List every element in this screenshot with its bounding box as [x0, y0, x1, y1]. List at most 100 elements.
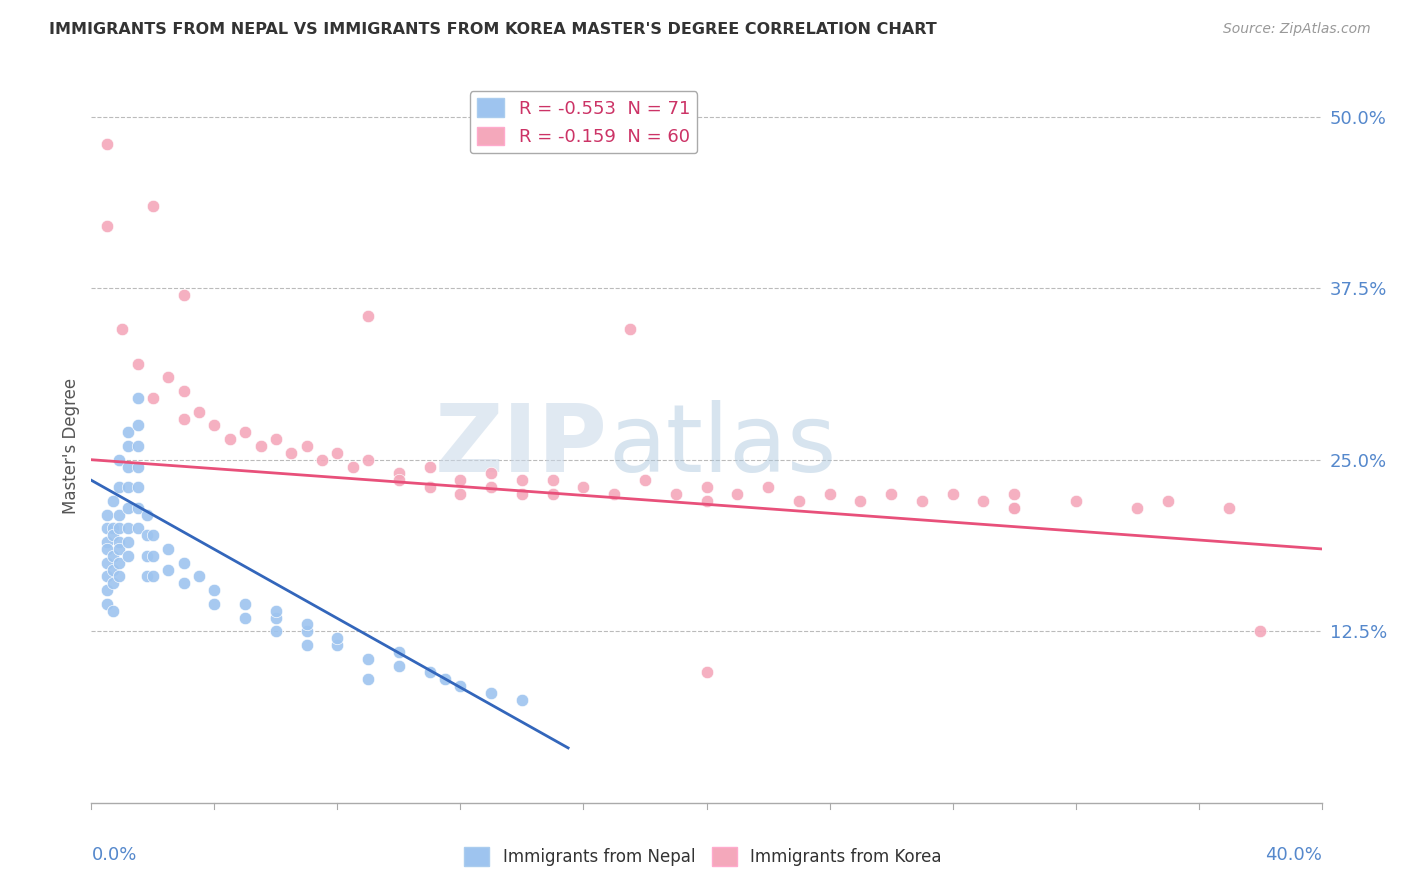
- Point: [634, 473, 657, 487]
- Text: ZIP: ZIP: [436, 400, 607, 492]
- Point: [326, 638, 349, 652]
- Point: [295, 638, 318, 652]
- Point: [1002, 487, 1025, 501]
- Point: [311, 452, 333, 467]
- Legend: R = -0.553  N = 71, R = -0.159  N = 60: R = -0.553 N = 71, R = -0.159 N = 60: [470, 91, 697, 153]
- Point: [117, 500, 139, 515]
- Point: [142, 199, 165, 213]
- Point: [1126, 500, 1149, 515]
- Point: [173, 411, 195, 425]
- Text: IMMIGRANTS FROM NEPAL VS IMMIGRANTS FROM KOREA MASTER'S DEGREE CORRELATION CHART: IMMIGRANTS FROM NEPAL VS IMMIGRANTS FROM…: [49, 22, 936, 37]
- Point: [127, 500, 149, 515]
- Point: [787, 494, 810, 508]
- Point: [101, 604, 124, 618]
- Point: [142, 391, 165, 405]
- Point: [127, 357, 149, 371]
- Point: [419, 665, 441, 680]
- Point: [173, 288, 195, 302]
- Point: [101, 549, 124, 563]
- Point: [357, 452, 380, 467]
- Point: [108, 569, 131, 583]
- Point: [135, 528, 157, 542]
- Point: [188, 569, 211, 583]
- Point: [818, 487, 841, 501]
- Point: [108, 452, 131, 467]
- Point: [173, 576, 195, 591]
- Point: [419, 480, 441, 494]
- Point: [419, 459, 441, 474]
- Point: [127, 480, 149, 494]
- Point: [696, 494, 718, 508]
- Point: [108, 541, 131, 556]
- Point: [326, 446, 349, 460]
- Point: [142, 569, 165, 583]
- Point: [388, 658, 411, 673]
- Point: [127, 418, 149, 433]
- Point: [101, 528, 124, 542]
- Point: [388, 467, 411, 481]
- Text: atlas: atlas: [607, 400, 837, 492]
- Point: [572, 480, 595, 494]
- Point: [295, 617, 318, 632]
- Point: [117, 549, 139, 563]
- Point: [96, 219, 118, 234]
- Point: [218, 432, 240, 446]
- Point: [434, 673, 457, 687]
- Point: [135, 508, 157, 522]
- Point: [756, 480, 779, 494]
- Point: [96, 137, 118, 152]
- Point: [96, 556, 118, 570]
- Point: [1064, 494, 1087, 508]
- Point: [449, 679, 471, 693]
- Y-axis label: Master's Degree: Master's Degree: [62, 378, 80, 514]
- Point: [96, 508, 118, 522]
- Point: [479, 480, 502, 494]
- Point: [101, 494, 124, 508]
- Point: [202, 418, 225, 433]
- Point: [96, 521, 118, 535]
- Point: [127, 391, 149, 405]
- Point: [101, 521, 124, 535]
- Point: [117, 521, 139, 535]
- Point: [541, 473, 564, 487]
- Point: [127, 459, 149, 474]
- Point: [479, 467, 502, 481]
- Point: [233, 610, 256, 624]
- Point: [117, 480, 139, 494]
- Point: [264, 610, 287, 624]
- Point: [449, 487, 471, 501]
- Point: [510, 473, 533, 487]
- Point: [388, 645, 411, 659]
- Point: [665, 487, 688, 501]
- Legend: Immigrants from Nepal, Immigrants from Korea: Immigrants from Nepal, Immigrants from K…: [458, 840, 948, 872]
- Point: [188, 405, 211, 419]
- Text: Source: ZipAtlas.com: Source: ZipAtlas.com: [1223, 22, 1371, 37]
- Text: 40.0%: 40.0%: [1265, 846, 1322, 863]
- Point: [326, 631, 349, 645]
- Point: [127, 521, 149, 535]
- Point: [233, 597, 256, 611]
- Point: [295, 439, 318, 453]
- Point: [127, 439, 149, 453]
- Point: [1002, 500, 1025, 515]
- Point: [972, 494, 994, 508]
- Point: [173, 384, 195, 398]
- Point: [295, 624, 318, 639]
- Point: [388, 473, 411, 487]
- Point: [449, 473, 471, 487]
- Point: [264, 624, 287, 639]
- Point: [510, 487, 533, 501]
- Point: [357, 673, 380, 687]
- Point: [96, 541, 118, 556]
- Point: [357, 651, 380, 665]
- Point: [280, 446, 302, 460]
- Point: [108, 480, 131, 494]
- Point: [111, 322, 134, 336]
- Point: [619, 322, 641, 336]
- Point: [117, 535, 139, 549]
- Point: [135, 549, 157, 563]
- Point: [202, 597, 225, 611]
- Point: [357, 309, 380, 323]
- Point: [202, 583, 225, 598]
- Point: [157, 562, 180, 576]
